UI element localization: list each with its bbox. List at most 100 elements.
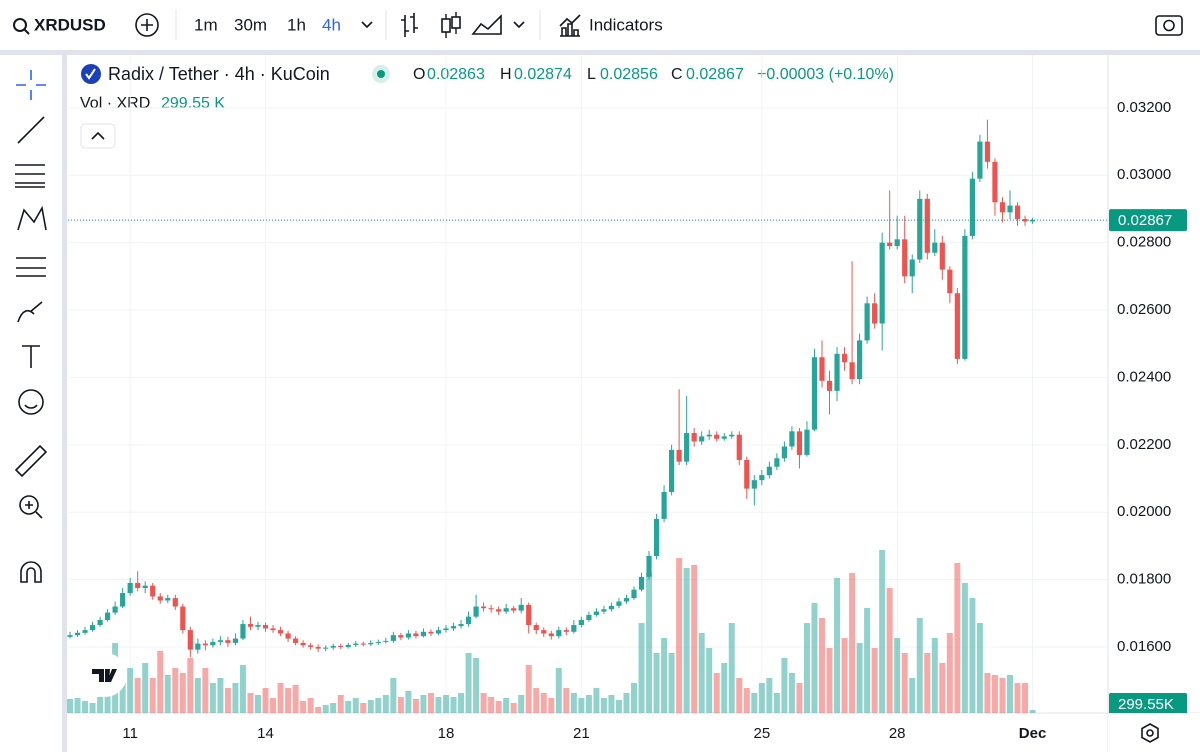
volume-bar: [570, 693, 577, 713]
candle-body: [879, 242, 885, 324]
add-symbol[interactable]: [135, 13, 159, 37]
emoji-tool[interactable]: [18, 389, 44, 415]
volume-bar: [849, 573, 856, 713]
volume-bar: [984, 673, 991, 713]
volume-bar: [149, 678, 156, 713]
volume-bar: [683, 568, 690, 713]
volume-bar: [300, 701, 307, 713]
volume-bar: [239, 665, 246, 713]
volume-bar: [277, 683, 284, 713]
snapshot-button[interactable]: [1155, 15, 1183, 36]
candle-body: [240, 624, 246, 639]
volume-bar: [488, 697, 495, 713]
candle-body: [781, 446, 787, 459]
interval-dropdown[interactable]: [361, 21, 373, 29]
volume-bar: [104, 693, 111, 713]
candle-body: [450, 626, 457, 629]
candle-body: [939, 242, 945, 270]
add-symbol-plus: [141, 19, 153, 31]
fib-tool[interactable]: [15, 164, 45, 188]
change-value: +0.00003 (+0.10%): [757, 66, 894, 83]
zoom-tool[interactable]: [19, 495, 39, 515]
volume-bar: [788, 673, 795, 713]
symbol[interactable]: XRDUSD: [34, 15, 106, 34]
candle-body: [360, 643, 366, 645]
candle-body: [511, 608, 517, 611]
volume-bar: [991, 675, 998, 713]
volume-bar: [668, 653, 675, 713]
candle-body: [97, 620, 103, 626]
volume-bar: [864, 608, 871, 713]
indicators-button[interactable]: Indicators: [589, 15, 663, 34]
candle-body: [714, 434, 720, 439]
candle-body: [255, 625, 261, 627]
candle-body: [653, 518, 660, 556]
ohlc-label: C: [671, 66, 683, 83]
volume-bar: [345, 701, 352, 713]
trendline-tool[interactable]: [17, 116, 45, 144]
candle-body: [420, 631, 427, 637]
candle-body: [676, 449, 682, 462]
settings-button[interactable]: [1141, 723, 1159, 743]
candle-body: [1007, 205, 1013, 213]
candle-body: [112, 606, 118, 613]
volume-bar: [834, 578, 841, 713]
candles-icon[interactable]: [441, 18, 451, 33]
volume-bar: [758, 683, 765, 713]
search-icon[interactable]: [13, 18, 27, 32]
candle-body: [375, 641, 381, 643]
volume-bar: [676, 558, 683, 713]
x-tick-label: 28: [889, 725, 906, 742]
interval-1m[interactable]: 1m: [194, 15, 218, 34]
interval-30m[interactable]: 30m: [234, 15, 267, 34]
candle-body: [232, 638, 239, 643]
volume-bar: [337, 695, 344, 713]
candle-body: [796, 431, 803, 455]
crosshair-tool[interactable]: [16, 70, 46, 100]
chart-type-dropdown[interactable]: [513, 21, 525, 29]
candle-body: [969, 178, 975, 236]
candle-body: [571, 625, 577, 632]
volume-bar: [209, 683, 216, 713]
volume-bar: [743, 688, 750, 713]
candle-body: [608, 605, 615, 610]
plot-area: 0.01600 0.01800 0.02000 0.02200 0.02400 0.026…: [67, 55, 1200, 752]
interval-4h[interactable]: 4h: [322, 15, 341, 34]
pattern-tool[interactable]: [17, 205, 47, 231]
volume-bar: [405, 691, 412, 713]
y-tick-label: 0.02200: [1117, 436, 1171, 453]
candle-body: [473, 606, 479, 617]
candle-body: [864, 303, 870, 341]
volume-bar: [721, 663, 728, 713]
tv-logo-mark: [92, 669, 117, 682]
candle-body: [789, 431, 795, 447]
open-value: 0.02863: [427, 66, 485, 83]
interval-1h[interactable]: 1h: [287, 15, 306, 34]
text-tool[interactable]: [22, 345, 40, 368]
candle-body: [766, 466, 772, 476]
magnet-tool[interactable]: [20, 561, 42, 583]
candles-icon: [451, 16, 461, 29]
candle-body: [924, 198, 930, 253]
x-tick-label: 18: [438, 725, 455, 742]
bars-icon[interactable]: [401, 13, 418, 37]
candle-body: [932, 242, 938, 253]
candle-body: [902, 239, 908, 277]
area-icon[interactable]: [471, 14, 502, 35]
volume-bar: [939, 663, 946, 713]
candle-body: [308, 645, 314, 647]
candle-body: [413, 633, 419, 637]
volume-bar: [638, 623, 645, 713]
volume-bar: [961, 583, 968, 713]
candle-body: [300, 642, 306, 646]
prediction-tool[interactable]: [16, 257, 46, 277]
brush-tool[interactable]: [17, 301, 43, 323]
ruler-tool[interactable]: [14, 444, 48, 478]
snapshot-lens: [1163, 19, 1175, 32]
volume-bar: [713, 673, 720, 713]
search-icon-handle: [23, 28, 30, 35]
volume-bar: [97, 697, 104, 713]
candle-body: [285, 633, 291, 639]
volume-bar: [495, 701, 502, 713]
collapse-legend[interactable]: [80, 123, 116, 149]
